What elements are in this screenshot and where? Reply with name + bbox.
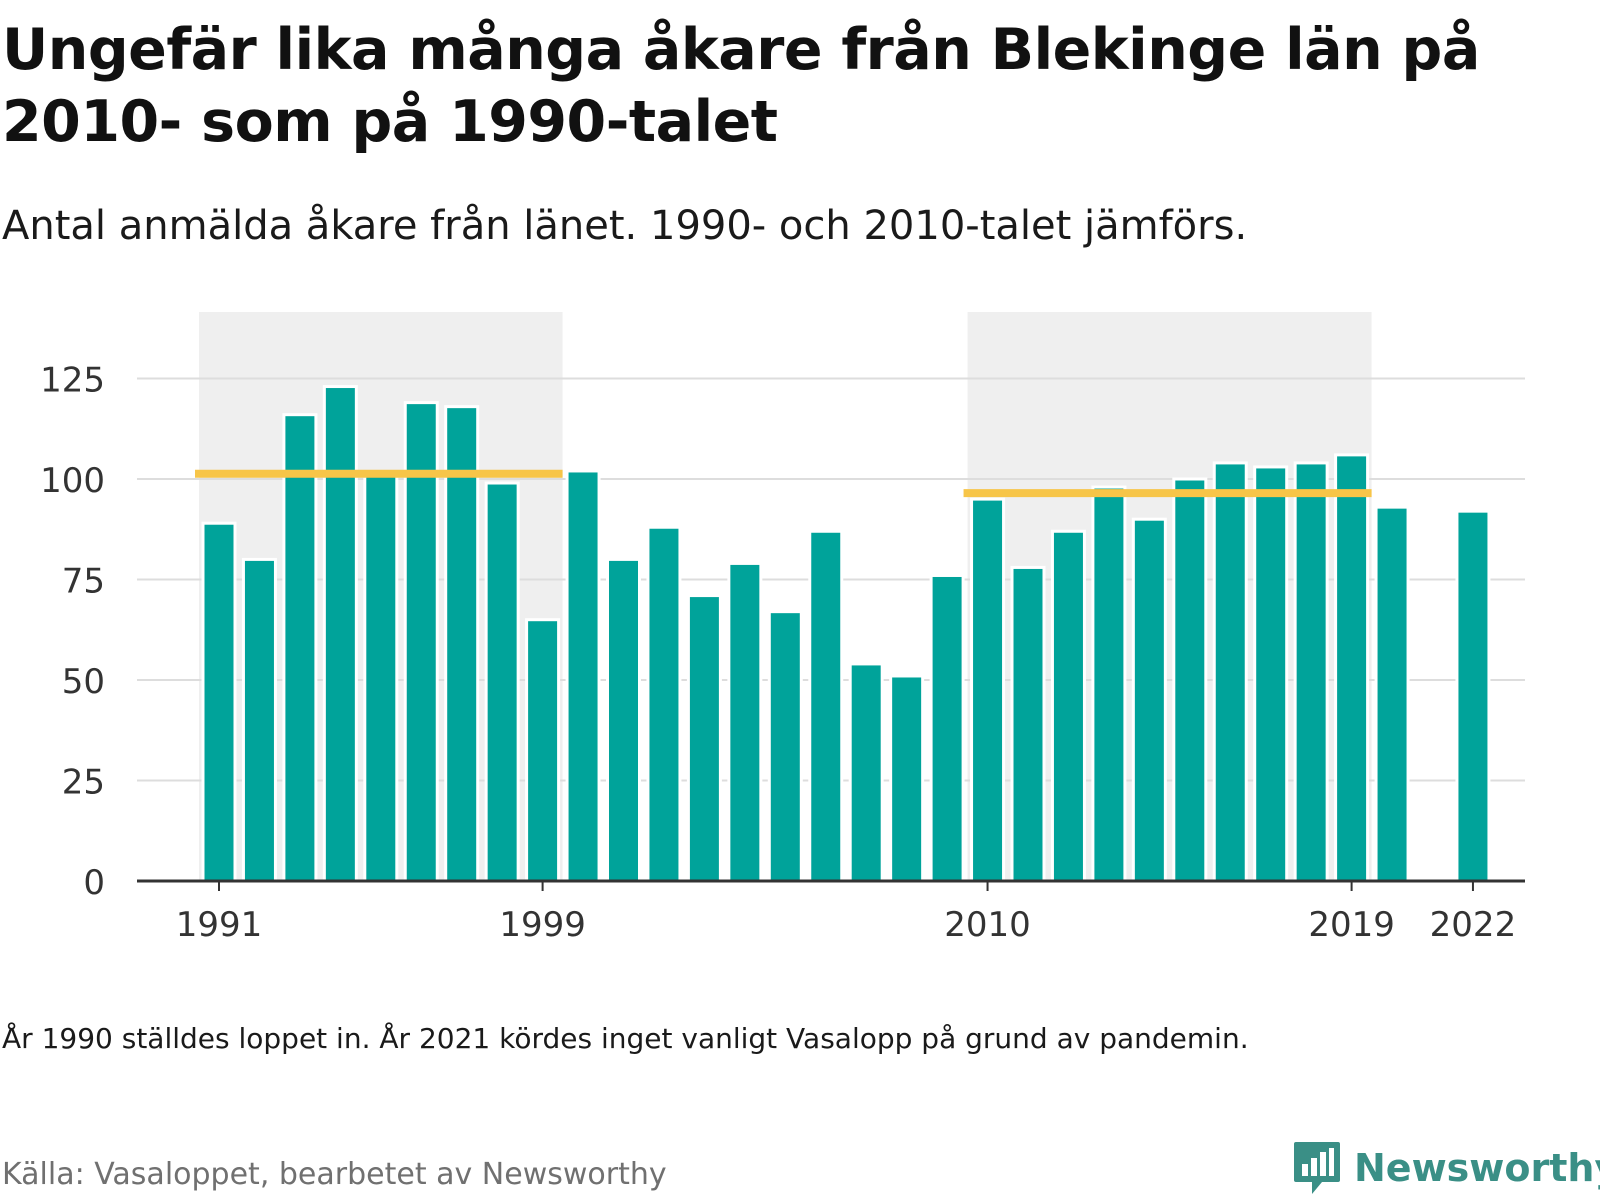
- x-tick-label: 1991: [176, 905, 263, 945]
- bar-1991: [201, 521, 237, 883]
- x-tick-label: 1999: [499, 905, 586, 945]
- x-axis: 1991 1999 2010 2019 2022: [137, 879, 1525, 945]
- bar-2008: [889, 674, 925, 883]
- bar-2004: [727, 561, 763, 883]
- x-tick-label: 2010: [944, 905, 1031, 945]
- bar-2002: [646, 525, 682, 883]
- bar-2011: [1010, 565, 1046, 883]
- bar-2016: [1212, 461, 1248, 883]
- newsworthy-logo-icon: [1294, 1142, 1340, 1194]
- y-tick-label: 50: [62, 662, 105, 702]
- bar-1998: [484, 481, 520, 883]
- bar-2022: [1455, 509, 1491, 883]
- bar-2009: [929, 573, 965, 883]
- chart-title: Ungefär lika många åkare från Blekinge l…: [2, 17, 1480, 155]
- bar-2003: [686, 594, 722, 883]
- bar-1996: [403, 401, 439, 883]
- bar-2012: [1050, 529, 1086, 883]
- bar-2014: [1131, 517, 1167, 883]
- y-axis-labels: 0 25 50 75 100 125: [40, 361, 105, 904]
- average-lines: [195, 469, 1372, 498]
- x-tick-label: 2022: [1430, 905, 1517, 945]
- x-tick-label: 2019: [1308, 905, 1395, 945]
- y-tick-label: 125: [40, 361, 105, 401]
- bar-chart: 0 25 50 75 100 125 1991 1999 2010 2019 2022: [40, 312, 1525, 945]
- bar-1994: [322, 385, 358, 883]
- bar-2000: [565, 469, 601, 883]
- bars: [201, 385, 1491, 883]
- bar-2001: [606, 557, 641, 883]
- footnote: År 1990 ställdes loppet in. År 2021 körd…: [2, 1022, 1249, 1055]
- y-tick-label: 100: [40, 461, 105, 501]
- bar-1997: [444, 405, 480, 883]
- bar-2017: [1253, 465, 1289, 883]
- y-tick-label: 75: [62, 562, 105, 602]
- bar-2015: [1172, 477, 1208, 883]
- y-tick-label: 0: [83, 863, 105, 903]
- bar-1993: [282, 413, 318, 883]
- y-tick-label: 25: [62, 763, 105, 803]
- bar-2020: [1374, 505, 1410, 883]
- bar-2005: [767, 610, 803, 883]
- bar-2010: [970, 497, 1006, 883]
- bar-2013: [1091, 485, 1127, 883]
- newsworthy-logo: Newsworthy: [1292, 1140, 1600, 1196]
- bar-2018: [1293, 461, 1329, 883]
- source-text: Källa: Vasaloppet, bearbetet av Newswort…: [2, 1157, 667, 1192]
- bar-2007: [848, 662, 884, 883]
- bar-1995: [363, 473, 399, 883]
- chart-subtitle: Antal anmälda åkare från länet. 1990- oc…: [2, 203, 1248, 249]
- bar-1992: [241, 557, 277, 883]
- bar-2006: [808, 529, 844, 883]
- bar-1999: [525, 618, 561, 883]
- logo-text: Newsworthy: [1354, 1146, 1600, 1190]
- bar-2019: [1334, 453, 1370, 883]
